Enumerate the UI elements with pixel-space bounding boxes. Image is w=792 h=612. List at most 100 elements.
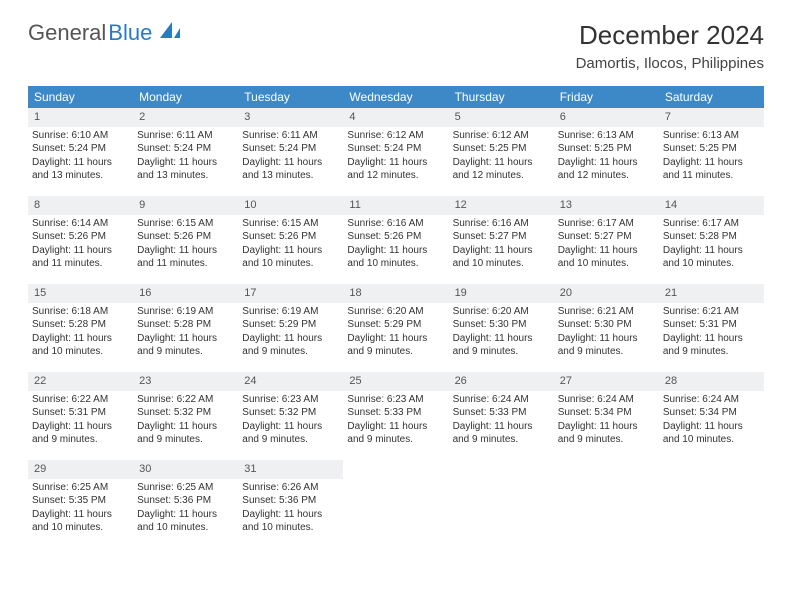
logo-text-blue: Blue <box>108 20 152 46</box>
day-details: Sunrise: 6:14 AMSunset: 5:26 PMDaylight:… <box>28 215 133 275</box>
daylight-text: Daylight: 11 hours and 9 minutes. <box>558 420 655 447</box>
daylight-text: Daylight: 11 hours and 11 minutes. <box>32 244 129 271</box>
daylight-text: Daylight: 11 hours and 9 minutes. <box>137 420 234 447</box>
weekday-header: Friday <box>554 86 659 108</box>
day-details: Sunrise: 6:20 AMSunset: 5:30 PMDaylight:… <box>449 303 554 363</box>
sunrise-text: Sunrise: 6:25 AM <box>32 481 129 495</box>
sunrise-text: Sunrise: 6:20 AM <box>453 305 550 319</box>
calendar-week-row: 15Sunrise: 6:18 AMSunset: 5:28 PMDayligh… <box>28 284 764 372</box>
weekday-header: Tuesday <box>238 86 343 108</box>
sunset-text: Sunset: 5:26 PM <box>137 230 234 244</box>
sunrise-text: Sunrise: 6:23 AM <box>347 393 444 407</box>
sunrise-text: Sunrise: 6:22 AM <box>137 393 234 407</box>
day-details: Sunrise: 6:20 AMSunset: 5:29 PMDaylight:… <box>343 303 448 363</box>
day-number: 7 <box>659 108 764 127</box>
day-number: 13 <box>554 196 659 215</box>
calendar-week-row: 1Sunrise: 6:10 AMSunset: 5:24 PMDaylight… <box>28 108 764 196</box>
sunset-text: Sunset: 5:29 PM <box>242 318 339 332</box>
weekday-header: Saturday <box>659 86 764 108</box>
day-number: 6 <box>554 108 659 127</box>
day-number: 15 <box>28 284 133 303</box>
sunset-text: Sunset: 5:29 PM <box>347 318 444 332</box>
daylight-text: Daylight: 11 hours and 10 minutes. <box>32 332 129 359</box>
calendar-day-cell: 23 Sunrise: 6:22 AMSunset: 5:32 PMDayligh… <box>133 372 238 460</box>
sunset-text: Sunset: 5:24 PM <box>32 142 129 156</box>
sunrise-text: Sunrise: 6:15 AM <box>137 217 234 231</box>
day-number: 1 <box>28 108 133 127</box>
sunset-text: Sunset: 5:24 PM <box>242 142 339 156</box>
sunset-text: Sunset: 5:28 PM <box>137 318 234 332</box>
day-details: Sunrise: 6:25 AMSunset: 5:35 PMDaylight:… <box>28 479 133 539</box>
sunrise-text: Sunrise: 6:16 AM <box>453 217 550 231</box>
daylight-text: Daylight: 11 hours and 11 minutes. <box>137 244 234 271</box>
day-number: 14 <box>659 196 764 215</box>
sunset-text: Sunset: 5:25 PM <box>663 142 760 156</box>
sunset-text: Sunset: 5:25 PM <box>453 142 550 156</box>
sunrise-text: Sunrise: 6:13 AM <box>558 129 655 143</box>
day-details: Sunrise: 6:23 AMSunset: 5:32 PMDaylight:… <box>238 391 343 451</box>
calendar-day-cell: 29Sunrise: 6:25 AMSunset: 5:35 PMDayligh… <box>28 460 133 548</box>
day-details: Sunrise: 6:17 AMSunset: 5:28 PMDaylight:… <box>659 215 764 275</box>
sunrise-text: Sunrise: 6:11 AM <box>242 129 339 143</box>
day-number: 26 <box>449 372 554 391</box>
day-number: 25 <box>343 372 448 391</box>
sunset-text: Sunset: 5:33 PM <box>453 406 550 420</box>
calendar-week-row: 22Sunrise: 6:22 AMSunset: 5:31 PMDayligh… <box>28 372 764 460</box>
daylight-text: Daylight: 11 hours and 12 minutes. <box>558 156 655 183</box>
calendar-day-cell: 30Sunrise: 6:25 AMSunset: 5:36 PMDayligh… <box>133 460 238 548</box>
location: Damortis, Ilocos, Philippines <box>576 55 764 72</box>
day-details: Sunrise: 6:12 AMSunset: 5:25 PMDaylight:… <box>449 127 554 187</box>
calendar-week-row: 29Sunrise: 6:25 AMSunset: 5:35 PMDayligh… <box>28 460 764 548</box>
sunset-text: Sunset: 5:31 PM <box>663 318 760 332</box>
calendar-day-cell: 14Sunrise: 6:17 AMSunset: 5:28 PMDayligh… <box>659 196 764 284</box>
weekday-header-row: SundayMondayTuesdayWednesdayThursdayFrid… <box>28 86 764 108</box>
day-details: Sunrise: 6:26 AMSunset: 5:36 PMDaylight:… <box>238 479 343 539</box>
day-number: 27 <box>554 372 659 391</box>
calendar-day-cell: 15Sunrise: 6:18 AMSunset: 5:28 PMDayligh… <box>28 284 133 372</box>
day-number: 19 <box>449 284 554 303</box>
sunrise-text: Sunrise: 6:26 AM <box>242 481 339 495</box>
day-details: Sunrise: 6:15 AMSunset: 5:26 PMDaylight:… <box>133 215 238 275</box>
day-number: 2 <box>133 108 238 127</box>
day-number: 16 <box>133 284 238 303</box>
day-number: 11 <box>343 196 448 215</box>
sunset-text: Sunset: 5:26 PM <box>32 230 129 244</box>
calendar-day-cell: 18Sunrise: 6:20 AMSunset: 5:29 PMDayligh… <box>343 284 448 372</box>
calendar-day-cell: 6Sunrise: 6:13 AMSunset: 5:25 PMDaylight… <box>554 108 659 196</box>
day-number: 23 <box>133 372 238 391</box>
title-block: December 2024 Damortis, Ilocos, Philippi… <box>576 20 764 72</box>
sunrise-text: Sunrise: 6:17 AM <box>558 217 655 231</box>
weekday-header: Thursday <box>449 86 554 108</box>
sunrise-text: Sunrise: 6:21 AM <box>558 305 655 319</box>
sunrise-text: Sunrise: 6:19 AM <box>242 305 339 319</box>
sunrise-text: Sunrise: 6:23 AM <box>242 393 339 407</box>
day-details: Sunrise: 6:12 AMSunset: 5:24 PMDaylight:… <box>343 127 448 187</box>
calendar-day-cell: 20Sunrise: 6:21 AMSunset: 5:30 PMDayligh… <box>554 284 659 372</box>
daylight-text: Daylight: 11 hours and 10 minutes. <box>453 244 550 271</box>
day-details: Sunrise: 6:25 AMSunset: 5:36 PMDaylight:… <box>133 479 238 539</box>
daylight-text: Daylight: 11 hours and 10 minutes. <box>242 244 339 271</box>
sunrise-text: Sunrise: 6:11 AM <box>137 129 234 143</box>
sunrise-text: Sunrise: 6:15 AM <box>242 217 339 231</box>
day-details: Sunrise: 6:19 AMSunset: 5:28 PMDaylight:… <box>133 303 238 363</box>
sunset-text: Sunset: 5:26 PM <box>242 230 339 244</box>
calendar-empty-cell <box>449 460 554 548</box>
daylight-text: Daylight: 11 hours and 10 minutes. <box>558 244 655 271</box>
sunset-text: Sunset: 5:31 PM <box>32 406 129 420</box>
daylight-text: Daylight: 11 hours and 9 minutes. <box>242 332 339 359</box>
day-details: Sunrise: 6:23 AMSunset: 5:33 PMDaylight:… <box>343 391 448 451</box>
sunset-text: Sunset: 5:30 PM <box>558 318 655 332</box>
daylight-text: Daylight: 11 hours and 11 minutes. <box>663 156 760 183</box>
weekday-header: Sunday <box>28 86 133 108</box>
sunset-text: Sunset: 5:24 PM <box>347 142 444 156</box>
calendar-day-cell: 31Sunrise: 6:26 AMSunset: 5:36 PMDayligh… <box>238 460 343 548</box>
daylight-text: Daylight: 11 hours and 13 minutes. <box>32 156 129 183</box>
sunrise-text: Sunrise: 6:12 AM <box>453 129 550 143</box>
sunset-text: Sunset: 5:32 PM <box>137 406 234 420</box>
calendar: SundayMondayTuesdayWednesdayThursdayFrid… <box>28 86 764 548</box>
sunrise-text: Sunrise: 6:25 AM <box>137 481 234 495</box>
sunset-text: Sunset: 5:34 PM <box>558 406 655 420</box>
sunset-text: Sunset: 5:24 PM <box>137 142 234 156</box>
daylight-text: Daylight: 11 hours and 10 minutes. <box>32 508 129 535</box>
daylight-text: Daylight: 11 hours and 10 minutes. <box>663 420 760 447</box>
